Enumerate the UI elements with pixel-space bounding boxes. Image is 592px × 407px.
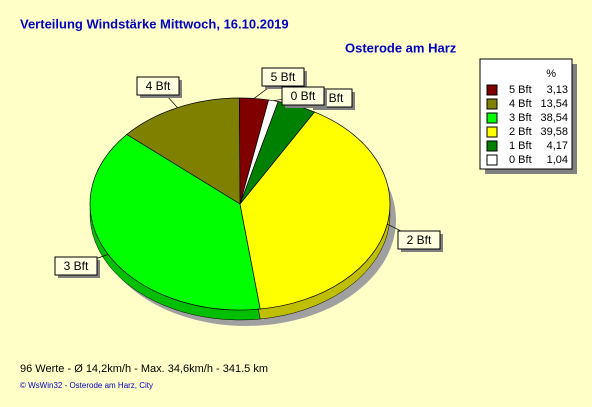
legend-label: 5 Bft (509, 84, 532, 96)
legend-swatch (486, 98, 498, 110)
credit: © WsWin32 - Osterode am Harz, City (20, 381, 153, 390)
slice (239, 99, 279, 205)
footer: 96 Werte - Ø 14,2km/h - Max. 34,6km/h - … (20, 363, 268, 375)
legend-value: 39,58 (540, 126, 568, 138)
slice-label: 5 Bft (271, 70, 296, 84)
slice-label: 2 Bft (407, 233, 432, 247)
slice (126, 97, 241, 205)
pie (89, 97, 396, 326)
label-box (261, 67, 305, 87)
label-box (136, 76, 180, 96)
legend-swatch (486, 84, 498, 96)
legend-value: 3,13 (547, 84, 568, 96)
label-box (54, 256, 98, 276)
legend-swatch (486, 126, 498, 138)
legend-swatch (486, 112, 498, 124)
legend-value: 1,04 (547, 154, 568, 166)
label-box (281, 86, 325, 106)
legend-label: 1 Bft (509, 140, 532, 152)
legend-label: 4 Bft (509, 98, 532, 110)
legend-label: 0 Bft (509, 154, 532, 166)
chart-title: Verteilung Windstärke Mittwoch, 16.10.20… (20, 16, 289, 31)
slice-label: 3 Bft (64, 259, 89, 273)
slice-label: 0 Bft (291, 89, 316, 103)
slice (89, 134, 261, 311)
legend-swatch (486, 140, 498, 152)
chart-subtitle: Osterode am Harz (345, 40, 457, 55)
legend-label: 3 Bft (509, 112, 532, 124)
legend-header: % (546, 68, 556, 80)
legend-value: 13,54 (540, 98, 568, 110)
slice-label: 4 Bft (146, 79, 171, 93)
label-box (397, 230, 441, 250)
legend-label: 2 Bft (509, 126, 532, 138)
slice (239, 111, 391, 310)
legend-value: 38,54 (540, 112, 568, 124)
legend-swatch (486, 154, 498, 166)
legend-value: 4,17 (547, 140, 568, 152)
